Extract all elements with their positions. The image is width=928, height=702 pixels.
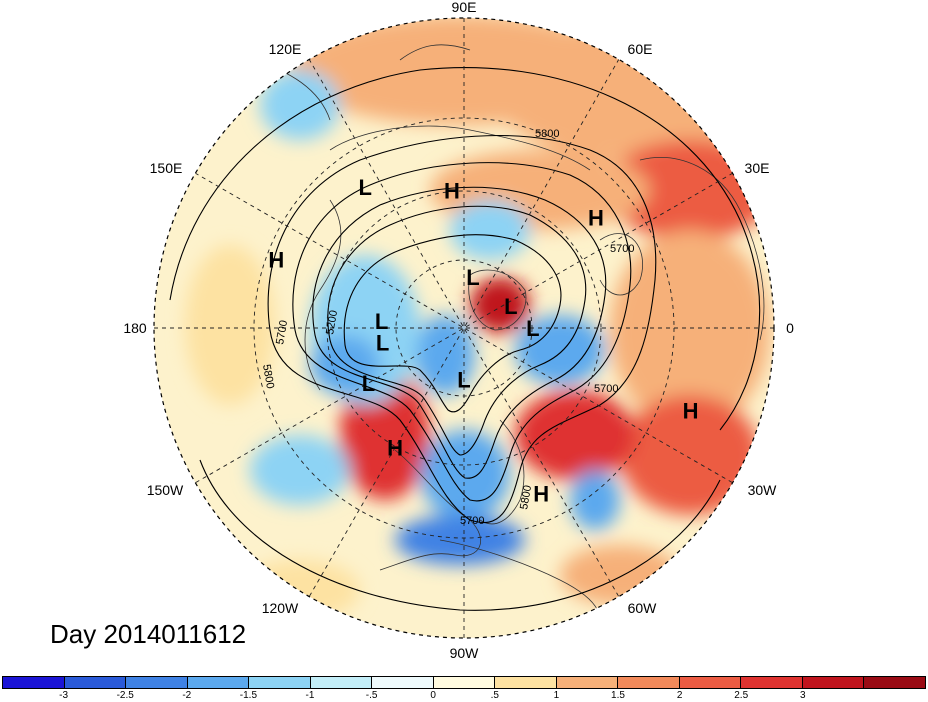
colorbar-swatch xyxy=(618,677,680,688)
lon-label-30w: 30W xyxy=(748,482,778,498)
high-pressure-marker: H xyxy=(444,179,460,204)
contour-label: 5800 xyxy=(260,363,276,389)
colorbar-tick-label: .5 xyxy=(490,690,499,701)
high-pressure-marker: H xyxy=(268,248,284,273)
colorbar-tick-label: 1 xyxy=(553,690,560,701)
colorbar xyxy=(2,676,926,689)
contour-label: 5700 xyxy=(594,383,618,395)
colorbar-swatch xyxy=(310,677,373,688)
contour-label: 5700 xyxy=(610,243,634,255)
day-label: Day 2014011612 xyxy=(50,619,247,649)
colorbar-ticks: -3 -2.5 -2 -1.5 -1 -.5 0 .5 1 1.5 2 2.5 3 xyxy=(2,690,926,702)
colorbar-tick-label: 2.5 xyxy=(734,690,749,701)
colorbar-swatch xyxy=(741,677,803,688)
high-pressure-marker: H xyxy=(533,482,549,507)
low-pressure-marker: L xyxy=(358,175,371,200)
anomaly-field xyxy=(154,18,774,638)
contour-label: 5800 xyxy=(535,128,559,140)
colorbar-swatch xyxy=(802,677,865,688)
colorbar-tick-label: -2 xyxy=(182,690,192,701)
coastlines xyxy=(249,44,765,638)
lon-label-0: 0 xyxy=(786,320,794,336)
colorbar-swatch xyxy=(126,677,188,688)
colorbar-swatch xyxy=(372,677,434,688)
lon-label-120e: 120E xyxy=(269,41,302,57)
colorbar-tick-label: 0 xyxy=(430,690,436,701)
low-pressure-marker: L xyxy=(526,316,539,341)
low-pressure-marker: L xyxy=(375,309,388,334)
lon-label-150e: 150E xyxy=(150,160,183,176)
lon-label-60e: 60E xyxy=(628,41,653,57)
colorbar-swatch xyxy=(556,677,619,688)
low-pressure-marker: L xyxy=(362,371,375,396)
high-pressure-marker: H xyxy=(588,205,604,230)
high-pressure-marker: H xyxy=(683,399,699,424)
lon-label-180: 180 xyxy=(123,320,147,336)
colorbar-swatch xyxy=(3,677,65,688)
graticule xyxy=(154,18,774,638)
contour-labels: 5800 5700 5200 5700 5800 5700 5800 5700 xyxy=(260,128,634,527)
low-pressure-marker: L xyxy=(457,368,470,393)
colorbar-swatch xyxy=(187,677,250,688)
height-contours xyxy=(169,67,761,611)
high-pressure-marker: H xyxy=(387,435,403,460)
colorbar-swatch xyxy=(679,677,742,688)
colorbar-tick-label: -1.5 xyxy=(239,690,258,701)
contour-label: 5700 xyxy=(460,515,484,527)
colorbar-tick-label: -1 xyxy=(305,690,315,701)
lon-label-150w: 150W xyxy=(147,482,184,498)
colorbar-tick-label: 1.5 xyxy=(611,690,625,701)
contour-label: 5700 xyxy=(274,319,290,345)
colorbar-tick-label: -.5 xyxy=(365,690,378,701)
low-pressure-marker: L xyxy=(376,330,389,355)
lon-label-30e: 30E xyxy=(745,160,770,176)
lon-label-60w: 60W xyxy=(628,600,658,616)
colorbar-tick-label: -3 xyxy=(59,690,69,701)
map-boundary xyxy=(153,17,775,639)
colorbar-swatch xyxy=(495,677,557,688)
contour-label: 5200 xyxy=(324,309,340,335)
low-pressure-marker: L xyxy=(466,265,479,290)
colorbar-swatch xyxy=(249,677,311,688)
colorbar-tick-label: -2.5 xyxy=(116,690,134,701)
colorbar-swatch xyxy=(64,677,127,688)
contour-label: 5800 xyxy=(518,484,534,510)
longitude-labels: 90E 60E 30E 0 30W 60W 90W 120W 150W 180 … xyxy=(123,0,794,661)
lon-label-90w: 90W xyxy=(450,645,480,661)
lon-label-90e: 90E xyxy=(452,0,477,15)
low-pressure-marker: L xyxy=(504,294,517,319)
colorbar-swatch xyxy=(864,677,925,688)
colorbar-tick-label: 2 xyxy=(676,690,683,701)
colorbar-tick-label: 3 xyxy=(800,690,806,701)
colorbar-swatch xyxy=(433,677,496,688)
lon-label-120w: 120W xyxy=(262,600,299,616)
